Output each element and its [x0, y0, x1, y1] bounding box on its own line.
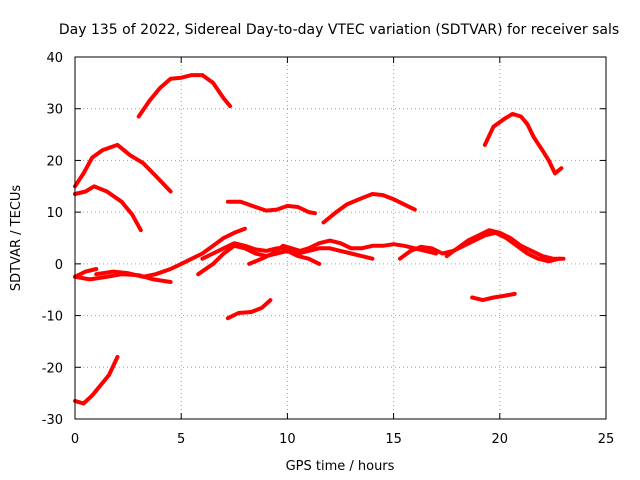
- x-tick-label: 20: [492, 432, 509, 447]
- x-tick-label: 25: [598, 432, 615, 447]
- data-series-arc-3: [73, 184, 143, 233]
- data-series-arc-4: [136, 73, 233, 119]
- data-series-arc-10: [225, 298, 273, 321]
- data-series-layer: [73, 73, 566, 406]
- y-tick-label: 10: [46, 206, 63, 221]
- data-series-arc-8: [196, 243, 322, 277]
- y-tick-label: -30: [42, 413, 63, 428]
- data-series-arc-13: [321, 192, 417, 225]
- y-tick-label: -20: [42, 361, 63, 376]
- y-tick-label: -10: [42, 310, 63, 325]
- grid: [75, 57, 606, 419]
- axis-ticks: 0 5 10 15 20 25 -30 -20 -10 0 10 20 30 40: [42, 51, 615, 447]
- x-axis-label: GPS time / hours: [286, 459, 395, 474]
- chart-title: Day 135 of 2022, Sidereal Day-to-day VTE…: [59, 22, 619, 38]
- plot-frame: [74, 56, 607, 420]
- x-tick-label: 0: [71, 432, 79, 447]
- data-series-arc-15: [444, 228, 566, 261]
- data-series-arc-2: [73, 142, 173, 194]
- x-tick-label: 5: [177, 432, 185, 447]
- y-tick-label: 0: [55, 258, 63, 273]
- y-tick-label: 30: [46, 103, 63, 118]
- data-series-arc-9: [225, 199, 317, 216]
- y-tick-label: 40: [46, 51, 63, 66]
- data-series-arc-1: [73, 354, 120, 406]
- data-series-arc-12: [247, 238, 439, 266]
- y-tick-label: 20: [46, 154, 63, 169]
- data-series-arc-14: [398, 230, 562, 264]
- data-series-arc-17: [482, 111, 564, 176]
- x-tick-label: 10: [279, 432, 296, 447]
- x-tick-label: 15: [385, 432, 402, 447]
- data-series-arc-5: [73, 267, 99, 279]
- y-axis-label: SDTVAR / TECUs: [9, 185, 24, 292]
- data-series-arc-16: [470, 291, 517, 303]
- data-series-arc-7: [94, 226, 247, 279]
